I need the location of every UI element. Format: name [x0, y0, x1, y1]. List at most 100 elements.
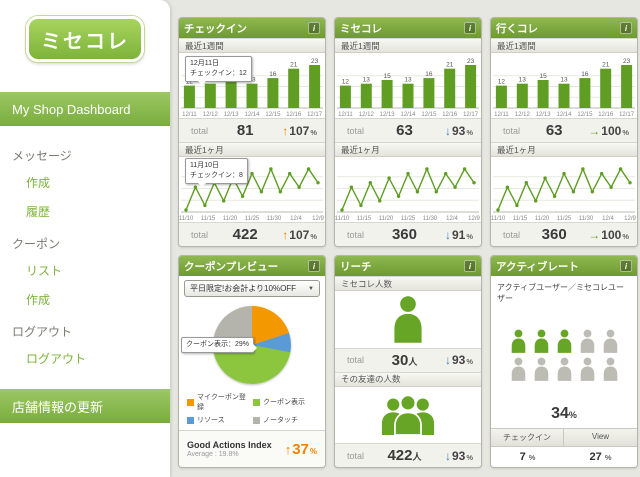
svg-text:16: 16 [269, 71, 277, 78]
panel-header: アクティブレート i [491, 256, 637, 276]
svg-text:12/4: 12/4 [446, 216, 458, 222]
svg-text:12/4: 12/4 [290, 216, 302, 222]
panel-reach: リーチ i ミセコレ人数 total 30人 ↓ 93 % その友達の人数 [334, 255, 482, 468]
svg-text:13: 13 [248, 77, 256, 84]
svg-text:13: 13 [560, 77, 568, 84]
subsection-header: その友達の人数 [335, 371, 481, 387]
panel-active-rate: アクティブレート i アクティブユーザー／ミセコレユーザー 34% チェックイン… [490, 255, 638, 468]
svg-text:11/25: 11/25 [557, 216, 572, 222]
svg-text:11/10: 11/10 [179, 216, 194, 222]
panel-title: チェックイン [184, 22, 247, 35]
table-cell: 27 % [564, 447, 637, 467]
panel-header: ミセコレ i [335, 18, 481, 38]
svg-text:11/10: 11/10 [335, 216, 350, 222]
svg-text:21: 21 [290, 62, 298, 69]
trend-arrow-icon: ↓ [444, 227, 451, 242]
info-icon[interactable]: i [620, 260, 632, 272]
trend-arrow-icon: ↓ [444, 353, 451, 367]
svg-text:12/9: 12/9 [312, 216, 324, 222]
panel-title: クーポンプレビュー [184, 260, 279, 273]
legend-swatch [187, 398, 194, 406]
panel-header: クーポンプレビュー i [179, 256, 325, 276]
svg-text:11/15: 11/15 [357, 216, 372, 222]
person-icon [511, 357, 525, 381]
info-icon[interactable]: i [308, 260, 320, 272]
svg-text:12/9: 12/9 [624, 216, 636, 222]
info-icon[interactable]: i [464, 22, 476, 34]
svg-text:12/9: 12/9 [468, 216, 480, 222]
svg-text:12: 12 [186, 79, 194, 86]
svg-text:12/13: 12/13 [380, 112, 396, 118]
misekore-week-bar-chart: 12 12/11 13 12/12 15 12/13 13 12/14 16 12/15 21 12/… [335, 53, 481, 118]
sidebar-menu: メッセージ 作成 履歴 クーポン リスト 作成 ログアウト ログアウト [0, 126, 170, 373]
svg-text:12/12: 12/12 [515, 112, 531, 118]
panel-title: ミセコレ [340, 22, 382, 35]
info-icon[interactable]: i [464, 260, 476, 272]
subsection-header: 最近1週間 [491, 38, 637, 53]
total-row: total 422 ↑ 107 % [179, 222, 325, 246]
svg-text:12/14: 12/14 [244, 112, 260, 118]
ikukore-month-line-chart: 11/10 11/15 11/20 11/25 11/30 12/4 12/9 [491, 157, 637, 222]
total-row: total 422人 ↓ 93 % [335, 443, 481, 467]
menu-item-coupon-create[interactable]: 作成 [26, 293, 51, 307]
menu-item-message-create[interactable]: 作成 [26, 176, 51, 190]
svg-text:12: 12 [498, 79, 506, 86]
checkin-week-bar-chart: 1212/111312/121512/131312/141612/152112/… [179, 53, 325, 118]
legend-item: マイクーポン登録 [187, 392, 251, 412]
ikukore-week-bar-chart: 12 12/11 13 12/12 15 12/13 13 12/14 16 12/15 21 12/… [491, 53, 637, 118]
menu-section-message: メッセージ [12, 149, 72, 163]
app-logo: ミセコレ [26, 16, 144, 62]
subsection-header: 最近1ヶ月 [335, 142, 481, 157]
group-icon [381, 394, 435, 435]
trend-indicator: ↑ 107 % [282, 227, 317, 242]
svg-text:12/15: 12/15 [421, 112, 437, 118]
person-icon [603, 357, 617, 381]
total-row: total 63 ↓ 93 % [335, 118, 481, 142]
trend-indicator: ↑ 107 % [282, 123, 317, 138]
total-row: total 63 → 100 % [491, 118, 637, 142]
coupon-select[interactable]: 平日限定!お会計より10%OFF ▼ [184, 280, 320, 297]
trend-arrow-icon: ↓ [444, 123, 451, 138]
svg-text:13: 13 [363, 77, 371, 84]
checkin-month-line-chart: 11/10 11/15 11/20 11/25 11/30 12/4 12/9 11月10日… [179, 157, 325, 222]
svg-text:13: 13 [519, 77, 527, 84]
total-row: total 30人 ↓ 93 % [335, 347, 481, 372]
active-rate-table: チェックイン View 7 % 27 % [491, 428, 637, 467]
update-shop-info-button[interactable]: 店舗情報の更新 [0, 389, 170, 423]
reach-user-icon-area [335, 291, 481, 348]
svg-text:15: 15 [539, 73, 547, 80]
svg-text:11/15: 11/15 [201, 216, 216, 222]
subsection-header: 最近1ヶ月 [491, 142, 637, 157]
menu-item-coupon-list[interactable]: リスト [26, 264, 63, 278]
svg-text:12/17: 12/17 [619, 112, 635, 118]
panel-title: 行くコレ [496, 22, 538, 35]
menu-item-logout[interactable]: ログアウト [26, 352, 87, 366]
chevron-down-icon: ▼ [308, 285, 314, 292]
legend-item: リソース [187, 415, 251, 425]
svg-text:11/15: 11/15 [513, 216, 528, 222]
svg-text:12/12: 12/12 [203, 112, 219, 118]
panel-title: リーチ [340, 260, 372, 273]
person-icon [603, 329, 617, 353]
panel-header: リーチ i [335, 256, 481, 276]
panel-ikukore: 行くコレ i 最近1週間 12 12/11 13 12/12 15 12/13 13 12/1… [490, 17, 638, 247]
svg-text:12/16: 12/16 [598, 112, 614, 118]
panel-checkin: チェックイン i 最近1週間 1212/111312/121512/131312… [178, 17, 326, 247]
svg-text:11/20: 11/20 [535, 216, 550, 222]
active-rate-subtitle: アクティブユーザー／ミセコレユーザー [497, 283, 624, 303]
reach-friends-icon-area [335, 387, 481, 444]
svg-text:12/12: 12/12 [359, 112, 375, 118]
menu-item-message-history[interactable]: 履歴 [26, 205, 51, 219]
person-icon [394, 296, 422, 344]
info-icon[interactable]: i [308, 22, 320, 34]
trend-indicator: ↓ 93 % [444, 123, 473, 138]
pie-tooltip: クーポン表示：29% [181, 337, 258, 353]
person-icon [580, 329, 594, 353]
svg-text:11/25: 11/25 [401, 216, 416, 222]
info-icon[interactable]: i [620, 22, 632, 34]
svg-text:12/14: 12/14 [400, 112, 416, 118]
person-icon [534, 329, 548, 353]
svg-text:11/20: 11/20 [223, 216, 238, 222]
svg-text:16: 16 [425, 71, 433, 78]
svg-text:12/4: 12/4 [602, 216, 614, 222]
